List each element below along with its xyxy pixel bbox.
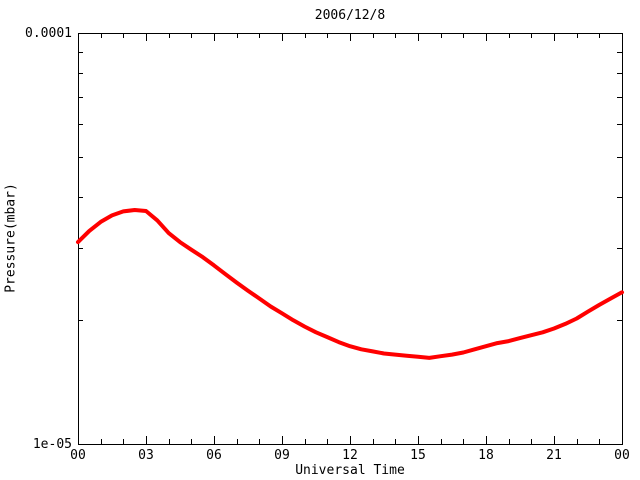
x-tick-label: 06 bbox=[206, 448, 222, 463]
x-tick-label: 15 bbox=[410, 448, 426, 463]
x-tick-label: 00 bbox=[70, 448, 86, 463]
x-tick-label: 12 bbox=[342, 448, 358, 463]
x-tick-label: 09 bbox=[274, 448, 290, 463]
chart-title: 2006/12/8 bbox=[314, 8, 386, 23]
x-tick-label: 00 bbox=[614, 448, 630, 463]
x-tick-label: 21 bbox=[546, 448, 562, 463]
y-tick-label: 0.0001 bbox=[25, 26, 72, 41]
x-tick-label: 18 bbox=[478, 448, 494, 463]
x-axis-label: Universal Time bbox=[295, 463, 405, 478]
x-tick-label: 03 bbox=[138, 448, 154, 463]
pressure-curve bbox=[76, 208, 624, 360]
plot-frame bbox=[78, 33, 623, 445]
y-tick-label: 1e-05 bbox=[33, 437, 72, 452]
